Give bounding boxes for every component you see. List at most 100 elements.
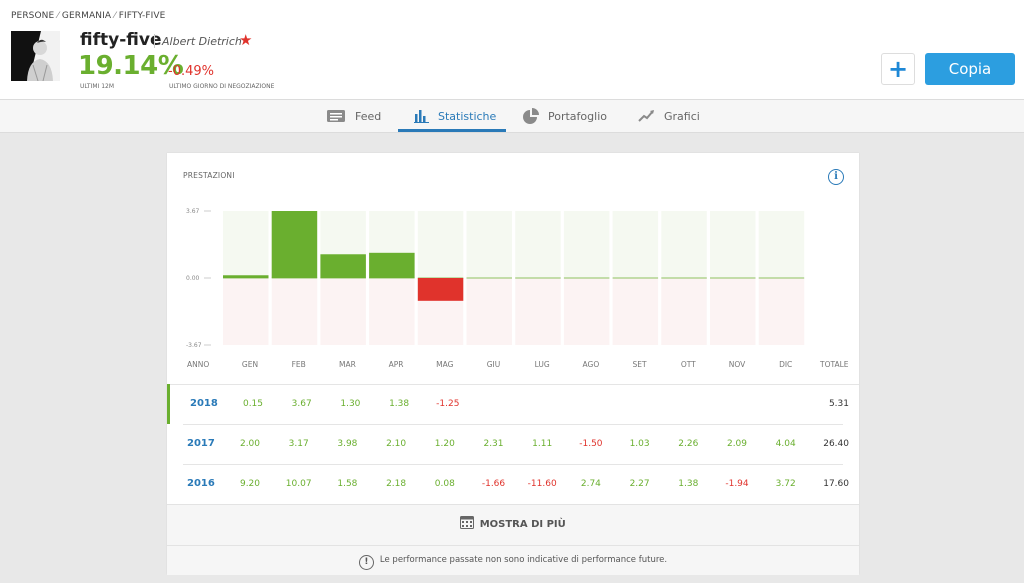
month-value: 3.72 xyxy=(775,479,796,489)
pie-chart-icon xyxy=(523,108,539,124)
tab-portafoglio-label: Portafoglio xyxy=(548,109,607,123)
bar-apr[interactable] xyxy=(369,252,415,278)
col-header-month: GIU xyxy=(486,360,501,369)
bar-chart-icon xyxy=(414,110,429,123)
info-icon[interactable]: i xyxy=(828,169,844,185)
col-header-month: GEN xyxy=(241,360,259,369)
month-value: -1.66 xyxy=(481,479,506,489)
avatar[interactable] xyxy=(11,31,60,81)
breadcrumb: PERSONE ⁄ GERMANIA ⁄ FIFTY-FIVE xyxy=(11,11,165,21)
row-total: 26.40 xyxy=(823,439,849,449)
column-bg-positive xyxy=(466,211,512,278)
column-bg-positive xyxy=(563,211,610,278)
month-value: 2.31 xyxy=(483,439,504,449)
column-bg-positive xyxy=(223,211,269,278)
star-icon[interactable]: ★ xyxy=(239,31,253,49)
month-value: 0.08 xyxy=(434,479,455,489)
calendar-icon xyxy=(460,516,475,529)
tab-bar: Feed Statistiche Portafoglio Grafici xyxy=(0,100,1024,133)
active-tab-indicator xyxy=(398,129,506,132)
row-total: 17.60 xyxy=(823,479,849,489)
table-row[interactable]: 2016 9.20 10.07 1.58 2.18 0.08 -1.66 -11.60 2.74… xyxy=(167,464,859,504)
column-bg-negative xyxy=(758,278,805,345)
col-header-month: MAG xyxy=(436,360,454,369)
breadcrumb-separator: ⁄ xyxy=(114,11,116,21)
month-value: 2.74 xyxy=(580,479,601,489)
gain-12m-label: ULTIMI 12M xyxy=(80,83,115,90)
month-value: 10.07 xyxy=(285,479,312,489)
row-divider xyxy=(183,424,843,425)
month-value: 2.09 xyxy=(726,439,748,449)
col-header-month: NOV xyxy=(728,360,746,369)
tab-grafici[interactable]: Grafici xyxy=(638,100,700,132)
column-bg-positive xyxy=(661,211,707,278)
column-bg-positive xyxy=(710,211,756,278)
col-header-month: FEB xyxy=(291,360,306,369)
column-bg-positive xyxy=(515,211,561,278)
col-header-month: OTT xyxy=(680,360,696,369)
row-year[interactable]: 2016 xyxy=(187,478,215,489)
column-bg-negative xyxy=(710,278,756,345)
y-tick-label: -3.67 xyxy=(186,342,202,349)
performance-chart: 3.67 0.00 -3.67 xyxy=(186,208,805,349)
line-chart-icon xyxy=(638,110,654,122)
column-bg-negative xyxy=(320,278,366,345)
show-more-button[interactable]: MOSTRA DI PIÙ xyxy=(167,504,859,545)
month-value: 3.98 xyxy=(337,439,358,449)
table-row[interactable]: 2017 2.00 3.17 3.98 2.10 1.20 2.31 1.11 -1.50 1.0… xyxy=(167,424,859,464)
daily-change: -0.49% xyxy=(168,64,214,79)
month-value: 1.58 xyxy=(337,479,358,489)
disclaimer: ! Le performance passate non sono indicat… xyxy=(167,545,859,575)
column-bg-negative xyxy=(369,278,415,345)
full-name: Albert Dietrich xyxy=(162,35,242,48)
month-value: 2.26 xyxy=(678,439,699,449)
performance-card: PRESTAZIONI i 3.67 0.00 -3.67 ANNO GEN FEB M… xyxy=(167,153,859,575)
tab-feed[interactable]: Feed xyxy=(327,100,381,132)
row-year[interactable]: 2017 xyxy=(187,438,215,449)
column-bg-negative xyxy=(515,278,561,345)
column-bg-negative xyxy=(563,278,610,345)
tab-statistiche[interactable]: Statistiche xyxy=(414,100,496,132)
month-value: 2.10 xyxy=(386,439,407,449)
profile-header: PERSONE ⁄ GERMANIA ⁄ FIFTY-FIVE fifty-five A… xyxy=(0,0,1024,100)
warning-icon: ! xyxy=(358,555,374,570)
bar-feb[interactable] xyxy=(271,211,318,278)
column-bg-negative xyxy=(466,278,512,345)
month-value: 1.20 xyxy=(434,439,455,449)
show-more-label: MOSTRA DI PIÙ xyxy=(479,519,566,530)
col-header-month: APR xyxy=(388,360,404,369)
month-value: 4.04 xyxy=(775,439,796,449)
copy-button[interactable]: Copia xyxy=(925,53,1015,85)
column-bg-negative xyxy=(223,278,269,345)
tab-statistiche-label: Statistiche xyxy=(438,109,497,123)
month-value: 3.17 xyxy=(288,439,309,449)
bar-mag[interactable] xyxy=(417,278,464,301)
table-row[interactable]: 2018 0.15 3.67 1.30 1.38 -1.25 5.31 xyxy=(167,384,859,424)
tab-feed-label: Feed xyxy=(355,109,382,123)
y-tick-label: 0.00 xyxy=(186,275,200,282)
month-value: 1.38 xyxy=(678,479,699,489)
row-year[interactable]: 2018 xyxy=(190,398,218,409)
breadcrumb-persone[interactable]: PERSONE xyxy=(11,11,55,21)
column-bg-negative xyxy=(661,278,707,345)
col-header-month: SET xyxy=(632,360,647,369)
breadcrumb-separator: ⁄ xyxy=(57,11,59,21)
bar-mar[interactable] xyxy=(320,254,366,278)
col-header-month: LUG xyxy=(534,360,550,369)
month-value: 1.03 xyxy=(629,439,650,449)
row-divider xyxy=(167,384,859,385)
column-bg-positive xyxy=(758,211,805,278)
username: fifty-five xyxy=(80,30,162,50)
col-header-total: TOTALE xyxy=(820,360,849,369)
bar-gen[interactable] xyxy=(223,275,269,278)
month-value: 2.27 xyxy=(629,479,650,489)
tab-portafoglio[interactable]: Portafoglio xyxy=(522,100,607,132)
card-title: PRESTAZIONI xyxy=(183,171,235,180)
add-button[interactable]: + xyxy=(881,53,915,85)
month-value: 3.67 xyxy=(291,399,312,409)
month-value: 1.38 xyxy=(389,399,410,409)
breadcrumb-country[interactable]: GERMANIA xyxy=(61,11,112,21)
row-total: 5.31 xyxy=(828,399,849,409)
month-value: -11.60 xyxy=(527,479,557,489)
feed-icon xyxy=(327,110,345,122)
